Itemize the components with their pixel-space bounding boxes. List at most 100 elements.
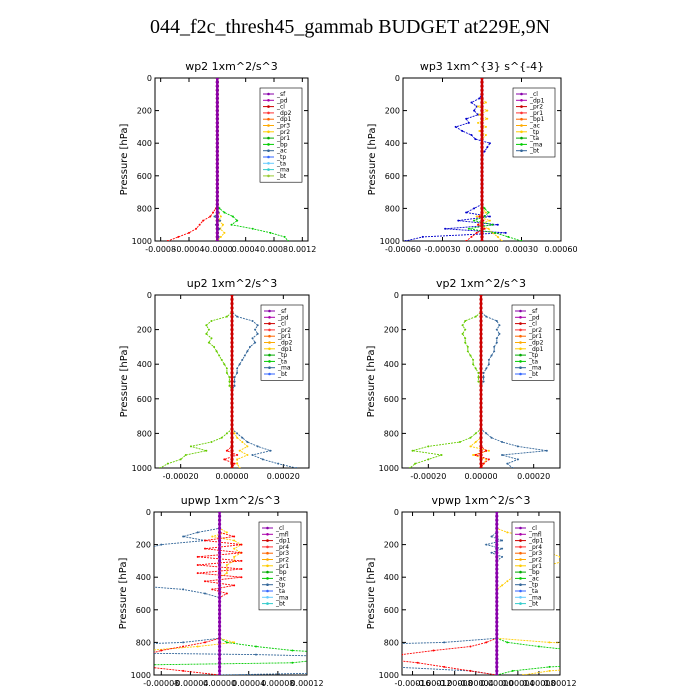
x-tick-label: -0.00004 bbox=[458, 679, 494, 688]
data-point bbox=[479, 371, 483, 375]
data-point bbox=[495, 555, 499, 559]
data-point bbox=[498, 324, 501, 327]
data-point bbox=[109, 556, 111, 558]
data-point bbox=[215, 178, 219, 182]
data-point bbox=[506, 641, 509, 644]
legend-label: _pr1 bbox=[277, 333, 291, 340]
data-point bbox=[482, 462, 485, 465]
data-point bbox=[215, 80, 219, 84]
data-point bbox=[564, 560, 566, 562]
data-point bbox=[230, 436, 234, 440]
data-point bbox=[241, 358, 244, 361]
data-point bbox=[217, 661, 222, 665]
data-point bbox=[501, 539, 504, 542]
data-point bbox=[215, 214, 219, 219]
data-point bbox=[223, 211, 226, 214]
data-point bbox=[466, 345, 469, 348]
data-point bbox=[215, 96, 219, 100]
data-point bbox=[230, 295, 234, 297]
data-point bbox=[495, 575, 499, 579]
legend-marker bbox=[519, 602, 522, 605]
data-point bbox=[233, 380, 236, 383]
data-point bbox=[501, 454, 504, 457]
y-tick-label: 400 bbox=[137, 139, 152, 148]
data-point bbox=[402, 653, 403, 656]
data-point bbox=[480, 100, 484, 105]
data-point bbox=[495, 624, 499, 628]
legend-marker bbox=[266, 583, 269, 586]
data-point bbox=[494, 231, 497, 234]
data-point bbox=[495, 653, 499, 657]
data-point bbox=[477, 223, 480, 226]
data-point bbox=[215, 129, 219, 133]
legend-marker bbox=[267, 92, 270, 96]
data-point bbox=[215, 239, 219, 241]
data-point bbox=[479, 340, 483, 345]
data-point bbox=[495, 612, 499, 616]
legend-marker bbox=[267, 174, 270, 178]
legend-marker bbox=[519, 366, 522, 370]
data-point bbox=[474, 454, 477, 457]
data-point bbox=[483, 150, 486, 153]
data-point bbox=[215, 133, 219, 137]
data-point bbox=[215, 198, 219, 202]
legend-marker bbox=[519, 309, 522, 313]
data-point bbox=[480, 141, 484, 145]
y-tick-label: 800 bbox=[137, 204, 152, 213]
data-point bbox=[217, 583, 222, 587]
y-tick-label: 600 bbox=[137, 172, 152, 181]
y-tick-label: 1000 bbox=[379, 671, 399, 680]
data-point bbox=[254, 328, 257, 331]
data-point bbox=[215, 210, 219, 215]
legend-label: _tp bbox=[276, 154, 286, 161]
data-point bbox=[230, 315, 234, 319]
data-point bbox=[479, 440, 483, 444]
data-point bbox=[236, 315, 239, 318]
data-point bbox=[225, 641, 228, 644]
legend-marker bbox=[266, 602, 269, 605]
data-point bbox=[230, 358, 234, 362]
y-tick-label: 200 bbox=[384, 326, 399, 335]
data-point bbox=[204, 641, 206, 644]
data-point bbox=[495, 657, 499, 661]
data-point bbox=[215, 137, 219, 141]
y-tick-label: 0 bbox=[395, 74, 400, 83]
data-point bbox=[240, 543, 243, 546]
data-point bbox=[217, 587, 222, 592]
data-point bbox=[217, 669, 222, 673]
data-point bbox=[177, 235, 180, 238]
data-point bbox=[217, 518, 222, 522]
x-tick-label: 0.00060 bbox=[544, 245, 577, 254]
data-point bbox=[480, 145, 484, 149]
data-point bbox=[204, 592, 206, 595]
data-point bbox=[477, 121, 480, 124]
data-point bbox=[479, 297, 483, 301]
series-group bbox=[402, 512, 566, 675]
data-point bbox=[218, 354, 221, 357]
legend-label: _pr4 bbox=[275, 544, 289, 551]
data-point bbox=[495, 530, 499, 534]
legend-marker bbox=[519, 583, 522, 586]
data-point bbox=[495, 620, 499, 624]
data-point bbox=[246, 445, 249, 448]
data-point bbox=[217, 653, 222, 657]
legend-label: _ta bbox=[277, 358, 287, 365]
data-point bbox=[215, 194, 219, 198]
data-point bbox=[487, 363, 490, 366]
data-point bbox=[236, 219, 239, 222]
data-point bbox=[230, 462, 234, 466]
y-tick-label: 800 bbox=[137, 429, 152, 438]
data-point bbox=[465, 240, 468, 241]
legend-label: _ac bbox=[276, 148, 287, 155]
legend-label: _bt bbox=[529, 148, 540, 155]
data-point bbox=[473, 109, 476, 112]
y-tick-label: 800 bbox=[136, 638, 151, 647]
data-point bbox=[225, 572, 228, 575]
legend-marker bbox=[519, 316, 522, 319]
data-point bbox=[213, 215, 216, 218]
data-point bbox=[217, 538, 222, 543]
data-point bbox=[248, 345, 251, 348]
series-group bbox=[166, 78, 290, 241]
series-line-pr2 bbox=[154, 512, 243, 651]
data-point bbox=[73, 674, 75, 676]
